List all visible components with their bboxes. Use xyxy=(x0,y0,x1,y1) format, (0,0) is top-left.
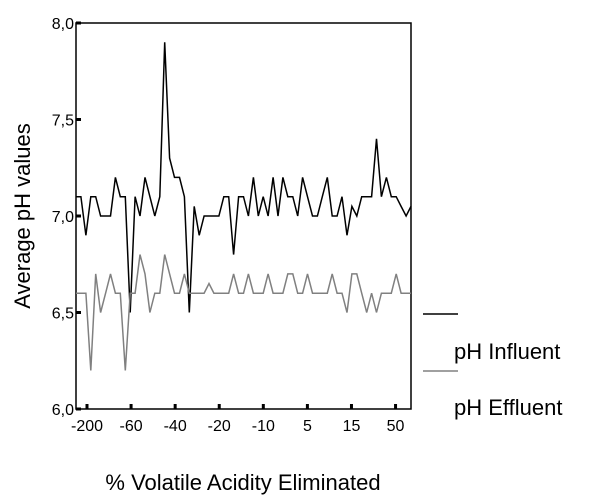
x-tick-label: 5 xyxy=(303,418,312,435)
y-axis-title: Average pH values xyxy=(10,123,35,309)
series-line-effluent xyxy=(76,254,411,371)
series-line-influent xyxy=(76,42,412,313)
legend: pH Influent pH Effluent xyxy=(423,313,562,420)
x-tick-label: -60 xyxy=(120,418,143,435)
y-tick-label: 7,5 xyxy=(52,113,74,130)
x-tick-label: -20 xyxy=(208,418,231,435)
x-tick-label: -40 xyxy=(164,418,187,435)
x-tick-label: 50 xyxy=(387,418,405,435)
legend-label-effluent: pH Effluent xyxy=(454,395,562,420)
y-axis: 6,0 6,5 7,0 7,5 8,0 xyxy=(52,16,81,419)
y-tick-label: 8,0 xyxy=(52,16,74,33)
x-tick-label: -200 xyxy=(71,418,103,435)
x-axis: -200 -60 -40 -20 -10 5 15 50 xyxy=(71,404,405,435)
y-tick-label: 6,0 xyxy=(52,402,74,419)
x-tick-label: 15 xyxy=(343,418,361,435)
y-tick-label: 7,0 xyxy=(52,209,74,226)
legend-label-influent: pH Influent xyxy=(454,339,560,364)
x-axis-title: % Volatile Acidity Eliminated xyxy=(105,470,380,495)
x-tick-label: -10 xyxy=(252,418,275,435)
series-lines xyxy=(76,42,412,371)
y-tick-label: 6,5 xyxy=(52,306,74,323)
